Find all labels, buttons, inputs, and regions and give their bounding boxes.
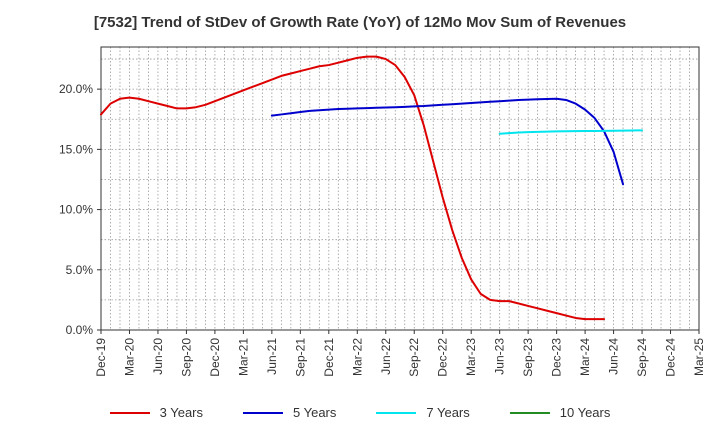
tick-layer: 0.0% 5.0% 10.0% 15.0% 20.0% Dec-19 Mar-20 Jun-2… (59, 82, 706, 377)
x-tick-label: Jun-20 (151, 338, 165, 375)
x-tick-label: Mar-24 (578, 338, 592, 376)
legend-label-7-years: 7 Years (426, 405, 470, 420)
legend-item-7-years: 7 Years (376, 405, 470, 420)
series-layer (100, 55, 644, 321)
legend-swatch-5-years (243, 411, 283, 414)
legend-swatch-3-years (109, 411, 150, 414)
x-tick-label: Sep-22 (407, 338, 421, 377)
legend-label-10-years: 10 Years (559, 405, 611, 420)
legend-item-10-years: 10 Years (509, 405, 611, 420)
x-tick-label: Dec-20 (208, 338, 222, 377)
x-tick-label: Jun-23 (493, 338, 507, 375)
series-line-7-years (498, 129, 644, 135)
chart-title: [7532] Trend of StDev of Growth Rate (Yo… (93, 14, 627, 31)
grid-layer (101, 47, 699, 330)
x-tick-label: Dec-22 (436, 338, 450, 377)
legend-swatch-7-years (376, 411, 417, 414)
y-tick-label: 0.0% (66, 323, 94, 337)
plot-background (101, 47, 699, 330)
x-tick-label: Mar-22 (350, 338, 364, 376)
x-tick-label: Jun-21 (265, 338, 279, 375)
axis-layer (97, 46, 700, 334)
x-tick-label: Sep-21 (293, 338, 307, 377)
legend: 3 Years 5 Years 7 Years 10 Years (0, 405, 720, 420)
x-tick-label: Mar-20 (122, 338, 136, 376)
x-tick-label: Jun-24 (607, 338, 621, 375)
x-tick-label: Mar-21 (236, 338, 250, 376)
y-tick-label: 10.0% (59, 203, 93, 217)
x-tick-label: Mar-25 (692, 338, 706, 376)
x-tick-label: Sep-20 (179, 338, 193, 377)
legend-label-5-years: 5 Years (293, 405, 337, 420)
legend-item-3-years: 3 Years (109, 405, 203, 420)
series-line-3-years (100, 55, 606, 321)
x-tick-label: Jun-22 (379, 338, 393, 375)
series-line-5-years (270, 97, 625, 186)
legend-item-5-years: 5 Years (243, 405, 336, 420)
x-tick-label: Sep-23 (521, 338, 535, 377)
x-tick-label: Mar-23 (464, 338, 478, 376)
x-tick-label: Dec-19 (94, 338, 108, 377)
legend-swatch-10-years (509, 411, 550, 414)
y-tick-label: 15.0% (59, 142, 93, 156)
legend-label-3-years: 3 Years (159, 405, 203, 420)
x-tick-label: Dec-24 (664, 338, 678, 377)
x-tick-label: Dec-21 (322, 338, 336, 377)
y-tick-label: 5.0% (66, 263, 94, 277)
plot-border (100, 46, 700, 331)
y-tick-label: 20.0% (59, 82, 93, 96)
x-tick-label: Sep-24 (635, 338, 649, 377)
x-tick-label: Dec-23 (550, 338, 564, 377)
